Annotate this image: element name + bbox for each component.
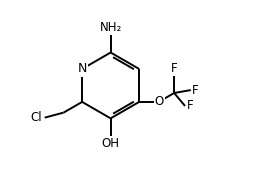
Text: OH: OH [102, 137, 120, 150]
Text: F: F [171, 62, 177, 75]
Text: F: F [192, 83, 199, 97]
Text: N: N [77, 62, 87, 75]
Text: NH₂: NH₂ [100, 21, 122, 34]
Text: F: F [186, 100, 193, 112]
Text: Cl: Cl [30, 111, 42, 124]
Text: O: O [154, 95, 164, 108]
